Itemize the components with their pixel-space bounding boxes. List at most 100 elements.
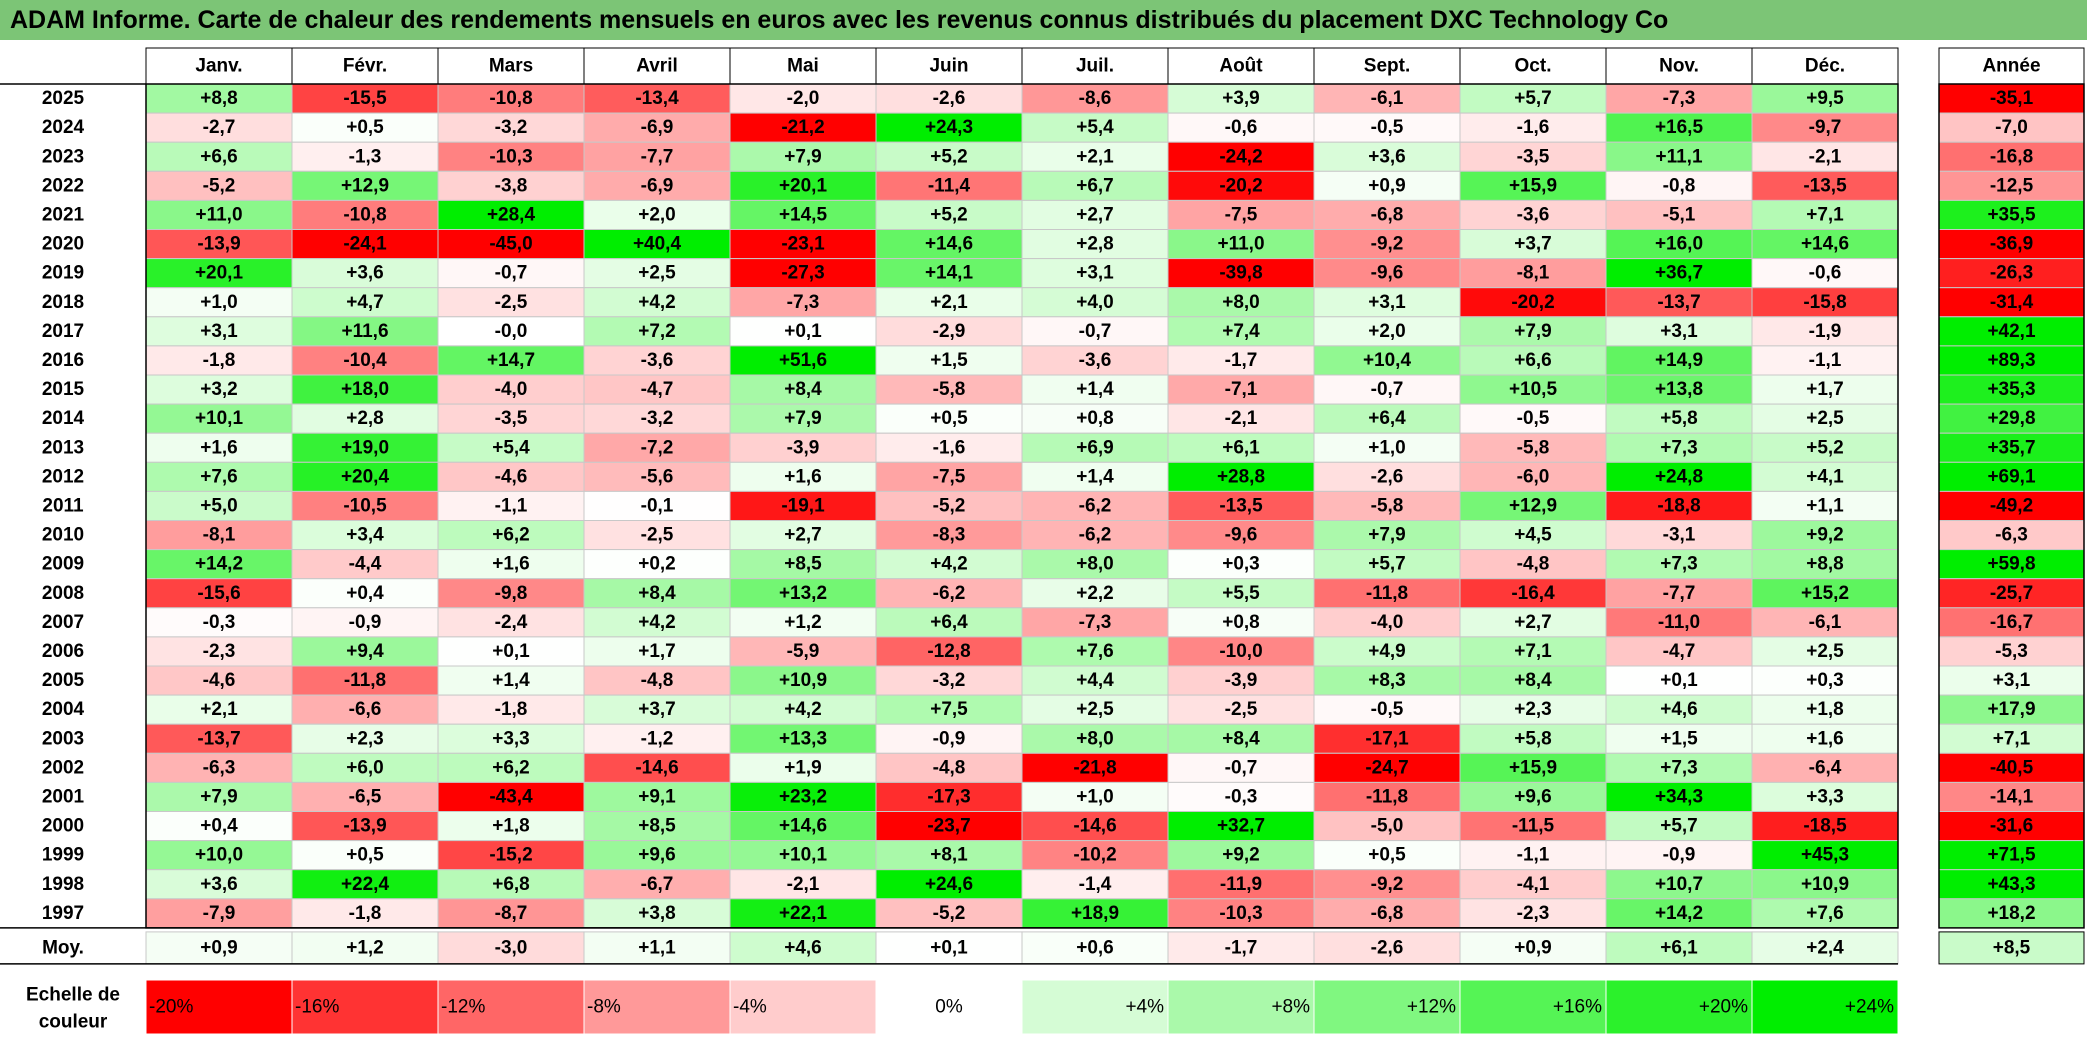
heatmap-cell (1313, 636, 1461, 667)
row-year-label: 2013 (42, 437, 84, 458)
heatmap-cell (1751, 520, 1899, 551)
heatmap-cell (583, 83, 731, 114)
color-scale-swatch (145, 979, 293, 1035)
heatmap-cell-value: +6,0 (346, 757, 384, 778)
heatmap-cell-value: -13,5 (1219, 495, 1263, 516)
heatmap-cell-value: -4,4 (349, 554, 382, 575)
heatmap-cell-value: -21,2 (781, 117, 824, 138)
heatmap-cell (437, 170, 585, 201)
heatmap-cell (437, 403, 585, 434)
heatmap-cell-value: +1,8 (1806, 699, 1844, 720)
heatmap-cell-value: +10,5 (1509, 379, 1558, 400)
color-scale-legend: Echelle de couleur -20% -16% -12% -8% -4% 0% +4%… (26, 979, 1899, 1035)
heatmap-cell-value: -0,9 (349, 612, 382, 633)
heatmap-cell-value: +1,6 (200, 437, 238, 458)
heatmap-cell (1459, 781, 1607, 813)
heatmap-cell-value: +28,8 (1217, 466, 1265, 487)
heatmap-cell-value: +8,4 (638, 583, 676, 604)
heatmap-cell-value: +2,8 (1076, 234, 1114, 255)
heatmap-cell-value: +11,6 (341, 321, 388, 342)
heatmap-cell (291, 170, 439, 201)
heatmap-cell-value: -4,0 (495, 379, 528, 400)
heatmap-cell-value: +2,5 (1806, 408, 1844, 429)
heatmap-cell-value: +6,1 (1222, 437, 1260, 458)
heatmap-cell-value: +24,3 (925, 117, 973, 138)
average-cell (1605, 931, 1753, 965)
heatmap-cell-value: +20,4 (341, 466, 390, 487)
heatmap-cell-value: +8,5 (784, 554, 822, 575)
annual-cell-value: -26,3 (1990, 263, 2033, 284)
heatmap-cell (291, 345, 439, 376)
heatmap-cell (437, 665, 585, 696)
heatmap-cell-value: +1,6 (1806, 728, 1844, 749)
row-year-label: 2008 (42, 583, 84, 604)
heatmap-cell-value: -4,0 (1371, 612, 1404, 633)
heatmap-cell (729, 345, 877, 376)
column-header: Nov. (1605, 47, 1753, 85)
table-row: 2001 +7,9 -6,5 -43,4 +9,1 +23,2 -17,3 +1,0 -0,3 -… (42, 781, 2085, 813)
heatmap-cell-value: +3,6 (200, 874, 238, 895)
heatmap-cell-value: +14,1 (925, 263, 974, 284)
average-cell-value: +1,1 (638, 937, 676, 958)
heatmap-cell (1021, 112, 1169, 143)
heatmap-cell (1021, 316, 1169, 347)
heatmap-cell-value: +7,1 (1806, 204, 1844, 225)
row-year-label: 2018 (42, 292, 84, 313)
heatmap-cell (291, 432, 439, 463)
column-header-label: Nov. (1659, 56, 1699, 77)
heatmap-cell-value: +10,1 (195, 408, 244, 429)
heatmap-cell (729, 258, 877, 289)
heatmap-cell-value: +9,2 (1222, 845, 1260, 866)
heatmap-cell-value: +5,4 (1076, 117, 1114, 138)
row-year-label: 2019 (42, 263, 84, 284)
heatmap-cell (1167, 83, 1315, 114)
heatmap-cell-value: -8,3 (933, 525, 966, 546)
heatmap-cell-value: -3,2 (495, 117, 528, 138)
heatmap-cell-value: -2,9 (933, 321, 966, 342)
table-row: 2014 +10,1 +2,8 -3,5 -3,2 +7,9 +0,5 +0,8 -2,1 +6,… (42, 403, 2085, 434)
heatmap-cell-value: -2,1 (787, 874, 820, 895)
row-year-label: 2006 (42, 641, 84, 662)
heatmap-cell-value: -9,8 (495, 583, 528, 604)
heatmap-cell-value: +0,3 (1222, 554, 1260, 575)
heatmap-cell-value: -6,3 (203, 757, 236, 778)
heatmap-cell-value: +28,4 (487, 204, 536, 225)
heatmap-cell-value: +6,6 (200, 146, 238, 167)
heatmap-cell (1021, 345, 1169, 376)
annual-cell-value: -25,7 (1990, 583, 2033, 604)
heatmap-cell-value: +7,3 (1660, 554, 1698, 575)
heatmap-cell-value: -2,3 (1517, 903, 1550, 924)
heatmap-cell (145, 549, 293, 580)
heatmap-cell (1313, 345, 1461, 376)
heatmap-cell-value: +0,5 (346, 117, 384, 138)
heatmap-cell-value: -4,7 (641, 379, 674, 400)
heatmap-cell (145, 520, 293, 551)
heatmap-cell-value: +11,0 (1217, 234, 1264, 255)
heatmap-cell-value: -4,8 (641, 670, 674, 691)
heatmap-cell-value: -10,2 (1073, 845, 1116, 866)
table-row: 2003 -13,7 +2,3 +3,3 -1,2 +13,3 -0,9 +8,0 +8,4 -1… (42, 723, 2085, 754)
column-header-label: Févr. (343, 56, 387, 77)
heatmap-cell (291, 258, 439, 289)
heatmap-cell-value: -4,1 (1517, 874, 1550, 895)
heatmap-cell (875, 170, 1023, 201)
heatmap-cell (1459, 869, 1607, 900)
heatmap-cell-value: +6,2 (492, 525, 530, 546)
heatmap-cell-value: -18,8 (1657, 495, 1700, 516)
heatmap-cell-value: +5,7 (1368, 554, 1406, 575)
heatmap-cell-value: -3,9 (787, 437, 820, 458)
heatmap-cell (583, 898, 731, 929)
heatmap-cell (1313, 432, 1461, 463)
row-year-label: 2023 (42, 146, 84, 167)
heatmap-cell (291, 316, 439, 347)
heatmap-cell (145, 345, 293, 376)
annual-cell-value: -16,8 (1990, 146, 2033, 167)
color-scale-swatch (437, 979, 585, 1035)
table-row: 2002 -6,3 +6,0 +6,2 -14,6 +1,9 -4,8 -21,8 -0,7 -2… (42, 752, 2085, 783)
heatmap-cell (1313, 112, 1461, 143)
heatmap-cell-value: -6,2 (1079, 495, 1112, 516)
heatmap-cell (1605, 665, 1753, 696)
heatmap-cell-value: +4,2 (638, 612, 676, 633)
heatmap-cell-value: -0,1 (641, 495, 674, 516)
color-scale-stop-label: -20% (149, 997, 193, 1018)
